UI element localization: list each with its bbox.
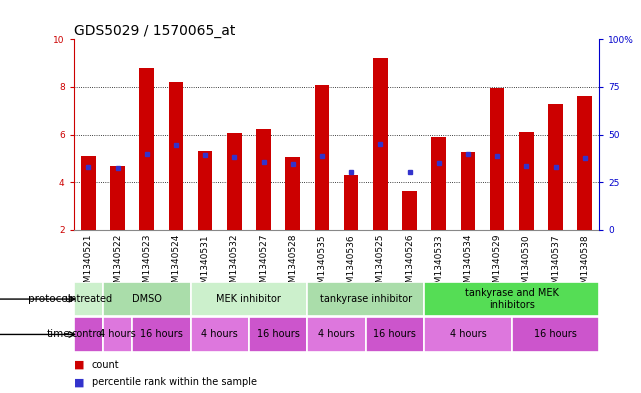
Text: 16 hours: 16 hours bbox=[140, 329, 183, 340]
Text: GSM1340537: GSM1340537 bbox=[551, 234, 560, 295]
Text: 4 hours: 4 hours bbox=[318, 329, 355, 340]
Bar bbox=[74, 317, 103, 352]
Text: tankyrase and MEK
inhibitors: tankyrase and MEK inhibitors bbox=[465, 288, 559, 310]
Bar bbox=[190, 282, 307, 316]
Text: GSM1340531: GSM1340531 bbox=[201, 234, 210, 295]
Text: time: time bbox=[47, 329, 71, 340]
Text: tankyrase inhibitor: tankyrase inhibitor bbox=[320, 294, 412, 304]
Text: ■: ■ bbox=[74, 377, 84, 387]
Text: GSM1340526: GSM1340526 bbox=[405, 234, 414, 294]
Bar bbox=[74, 282, 103, 316]
Bar bbox=[227, 133, 242, 230]
Bar bbox=[256, 129, 271, 230]
Bar bbox=[132, 317, 190, 352]
Bar bbox=[169, 82, 183, 230]
Bar bbox=[198, 151, 212, 230]
Bar bbox=[315, 84, 329, 230]
Bar bbox=[373, 58, 388, 230]
Text: 16 hours: 16 hours bbox=[534, 329, 577, 340]
Bar bbox=[103, 317, 132, 352]
Text: control: control bbox=[71, 329, 105, 340]
Text: GSM1340536: GSM1340536 bbox=[347, 234, 356, 295]
Text: count: count bbox=[92, 360, 119, 369]
Text: untreated: untreated bbox=[64, 294, 112, 304]
Text: GSM1340534: GSM1340534 bbox=[463, 234, 472, 294]
Text: ■: ■ bbox=[74, 360, 84, 369]
Bar bbox=[190, 317, 249, 352]
Text: 4 hours: 4 hours bbox=[99, 329, 136, 340]
Bar bbox=[424, 282, 599, 316]
Bar bbox=[366, 317, 424, 352]
Text: 4 hours: 4 hours bbox=[201, 329, 238, 340]
Text: GSM1340532: GSM1340532 bbox=[230, 234, 239, 294]
Bar bbox=[403, 191, 417, 230]
Text: 4 hours: 4 hours bbox=[449, 329, 487, 340]
Text: GSM1340524: GSM1340524 bbox=[171, 234, 180, 294]
Bar bbox=[461, 152, 475, 230]
Bar bbox=[81, 156, 96, 230]
Text: percentile rank within the sample: percentile rank within the sample bbox=[92, 377, 256, 387]
Bar bbox=[307, 282, 424, 316]
Text: GSM1340523: GSM1340523 bbox=[142, 234, 151, 294]
Bar bbox=[140, 68, 154, 230]
Text: GSM1340521: GSM1340521 bbox=[84, 234, 93, 294]
Text: GSM1340529: GSM1340529 bbox=[493, 234, 502, 294]
Bar bbox=[307, 317, 366, 352]
Bar bbox=[344, 175, 358, 230]
Bar bbox=[490, 88, 504, 230]
Bar bbox=[548, 104, 563, 230]
Text: GSM1340528: GSM1340528 bbox=[288, 234, 297, 294]
Bar bbox=[249, 317, 307, 352]
Bar bbox=[519, 132, 533, 230]
Text: protocol: protocol bbox=[28, 294, 71, 304]
Text: 16 hours: 16 hours bbox=[374, 329, 417, 340]
Bar bbox=[424, 317, 512, 352]
Bar bbox=[578, 96, 592, 230]
Text: GSM1340535: GSM1340535 bbox=[317, 234, 326, 295]
Text: GSM1340525: GSM1340525 bbox=[376, 234, 385, 294]
Bar bbox=[431, 137, 446, 230]
Text: GSM1340522: GSM1340522 bbox=[113, 234, 122, 294]
Bar bbox=[285, 157, 300, 230]
Text: 16 hours: 16 hours bbox=[256, 329, 299, 340]
Text: DMSO: DMSO bbox=[132, 294, 162, 304]
Text: GSM1340530: GSM1340530 bbox=[522, 234, 531, 295]
Text: GSM1340538: GSM1340538 bbox=[580, 234, 589, 295]
Bar bbox=[512, 317, 599, 352]
Bar bbox=[103, 282, 190, 316]
Text: GSM1340533: GSM1340533 bbox=[434, 234, 443, 295]
Text: GSM1340527: GSM1340527 bbox=[259, 234, 268, 294]
Text: MEK inhibitor: MEK inhibitor bbox=[217, 294, 281, 304]
Bar bbox=[110, 165, 125, 230]
Text: GDS5029 / 1570065_at: GDS5029 / 1570065_at bbox=[74, 24, 235, 38]
